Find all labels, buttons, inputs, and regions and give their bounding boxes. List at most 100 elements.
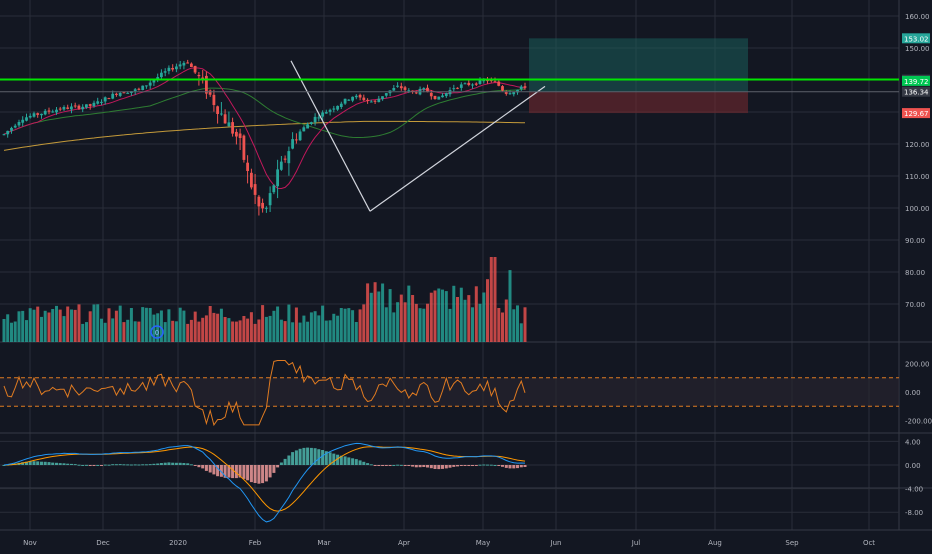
volume-bar: [21, 310, 25, 342]
volume-bar: [501, 312, 504, 342]
candle-body: [291, 139, 294, 149]
volume-bar: [403, 302, 407, 342]
macd-histogram-bar: [25, 461, 28, 465]
candle-body: [175, 66, 178, 70]
moving-average-long: [3, 120, 526, 151]
candle-body: [216, 106, 219, 114]
volume-bar: [51, 309, 55, 342]
macd-histogram-bar: [339, 455, 343, 465]
volume-bar: [369, 292, 373, 342]
candle-body: [62, 107, 66, 110]
macd-histogram-bar: [309, 447, 313, 465]
macd-histogram-bar: [437, 465, 441, 470]
candle-body: [73, 105, 77, 107]
candle-body: [309, 122, 313, 124]
volume-bar: [358, 309, 362, 342]
volume-bar: [10, 322, 13, 342]
x-axis-tick-label: Sep: [785, 539, 799, 547]
macd-histogram-bar: [189, 464, 193, 466]
macd-histogram-bar: [489, 464, 493, 466]
macd-histogram-bar: [283, 458, 287, 465]
macd-histogram-bar: [403, 465, 407, 466]
candle-body: [28, 115, 32, 118]
volume-bar: [159, 310, 163, 342]
x-axis-tick-label: Dec: [96, 539, 110, 547]
volume-bar: [70, 309, 73, 342]
macd-histogram-bar: [504, 465, 508, 468]
macd-histogram-bar: [253, 465, 257, 483]
candle-body: [156, 77, 160, 80]
macd-histogram-bar: [238, 465, 242, 478]
macd-histogram-bar: [257, 465, 261, 484]
candle-body: [182, 62, 186, 66]
candle-body: [467, 82, 471, 85]
candle-body: [261, 202, 264, 209]
candle-body: [193, 65, 197, 73]
volume-bar: [291, 322, 295, 342]
macd-histogram-bar: [122, 464, 126, 466]
macd-histogram-bar: [519, 465, 523, 468]
macd-histogram-bar: [407, 465, 411, 466]
macd-histogram-bar: [414, 465, 418, 468]
volume-bar: [111, 318, 115, 342]
candle-body: [403, 87, 407, 90]
macd-histogram-bar: [463, 465, 467, 466]
macd-histogram-bar: [321, 450, 325, 465]
price-label-text: 139.72: [904, 78, 929, 86]
price-axis-tick-label: 80.00: [905, 269, 925, 277]
volume-bar: [493, 257, 497, 342]
macd-histogram-bar: [88, 465, 92, 466]
volume-bar: [422, 308, 426, 342]
volume-bar: [418, 308, 422, 342]
macd-histogram-bar: [163, 462, 167, 465]
macd-histogram-bar: [141, 464, 145, 466]
candle-body: [339, 103, 343, 107]
volume-bar: [62, 316, 66, 342]
candle-body: [10, 127, 13, 131]
volume-bar: [122, 322, 126, 342]
volume-bar: [96, 304, 100, 342]
volume-bar: [399, 294, 403, 342]
volume-bar: [306, 321, 310, 342]
candle-body: [2, 134, 6, 136]
candle-body: [171, 68, 174, 70]
macd-histogram-bar: [381, 465, 385, 466]
candle-body: [459, 84, 463, 88]
candle-body: [373, 100, 377, 102]
macd-axis-tick-label: -4.00: [905, 486, 923, 494]
macd-histogram-bar: [152, 463, 156, 465]
candle-body: [163, 71, 167, 73]
volume-bar: [482, 292, 486, 342]
candle-body: [264, 207, 268, 209]
macd-histogram-bar: [62, 463, 66, 465]
macd-histogram-bar: [246, 465, 250, 481]
candle-body: [478, 80, 482, 84]
volume-bar: [283, 321, 287, 342]
volume-bar: [227, 318, 231, 342]
volume-bar: [55, 305, 58, 342]
candle-body: [317, 117, 321, 119]
candle-body: [414, 92, 418, 94]
candle-body: [444, 93, 448, 97]
volume-bar: [163, 322, 167, 342]
macd-histogram-bar: [332, 453, 336, 465]
macd-histogram-bar: [186, 463, 190, 465]
candle-body: [429, 92, 433, 97]
candle-body: [501, 86, 504, 91]
macd-histogram-bar: [313, 448, 317, 465]
event-marker-icon: [150, 325, 164, 339]
candle-body: [137, 88, 141, 90]
volume-bar: [182, 310, 186, 342]
volume-bar: [137, 321, 141, 342]
macd-histogram-bar: [441, 465, 444, 469]
volume-bar: [40, 316, 43, 342]
candle-body: [208, 90, 212, 95]
macd-histogram-bar: [208, 465, 212, 473]
volume-bar: [388, 289, 392, 342]
candle-body: [369, 101, 373, 103]
candle-body: [272, 185, 276, 193]
volume-bar: [302, 315, 306, 342]
volume-bar: [58, 309, 62, 342]
